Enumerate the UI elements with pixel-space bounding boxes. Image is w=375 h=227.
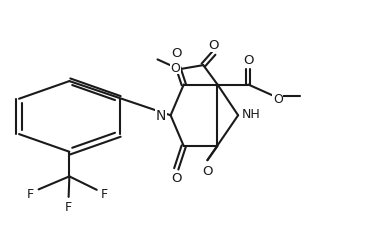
Text: O: O <box>202 164 213 177</box>
Text: O: O <box>273 93 283 106</box>
Text: O: O <box>170 62 180 74</box>
Text: O: O <box>171 47 182 60</box>
Text: O: O <box>209 39 219 52</box>
Text: F: F <box>65 200 72 213</box>
Text: O: O <box>243 54 254 67</box>
Text: N: N <box>155 109 166 123</box>
Text: F: F <box>27 187 34 200</box>
Text: O: O <box>171 172 182 185</box>
Text: F: F <box>101 188 108 200</box>
Text: NH: NH <box>242 107 261 120</box>
